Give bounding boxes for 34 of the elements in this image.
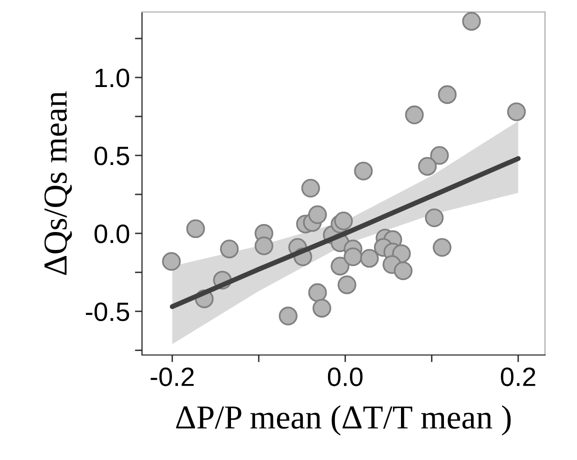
point (405, 106, 424, 124)
line-series (170, 156, 521, 310)
point (354, 162, 373, 180)
point (312, 298, 332, 318)
y-tick-label: 0.0 (94, 224, 130, 244)
point (162, 252, 181, 271)
y-axis-title: ΔQs/Qs mean (44, 91, 72, 275)
x-tick-label: -0.2 (150, 368, 194, 386)
point (424, 208, 444, 228)
y-tick-label: 1.0 (96, 68, 130, 88)
point (330, 256, 350, 276)
x-axis-title: ΔP/P mean (ΔT/T mean ) (176, 405, 511, 436)
point (278, 306, 298, 326)
point (438, 85, 457, 104)
y-tick-label: 0.5 (94, 146, 130, 166)
point (507, 102, 526, 122)
y-tick-label: -0.5 (86, 302, 130, 322)
point (344, 247, 362, 266)
x-tick-label: 0.0 (328, 368, 363, 386)
point (360, 248, 379, 268)
point (186, 219, 205, 238)
point (254, 236, 274, 256)
point (432, 238, 452, 257)
x-tick-label: 0.2 (500, 368, 536, 386)
point (430, 146, 449, 165)
point (462, 12, 481, 31)
point (301, 178, 320, 198)
point (338, 276, 356, 294)
point (308, 205, 327, 224)
point (334, 212, 353, 230)
point (308, 283, 327, 302)
point (394, 261, 413, 280)
point (418, 157, 437, 176)
point (220, 240, 239, 258)
